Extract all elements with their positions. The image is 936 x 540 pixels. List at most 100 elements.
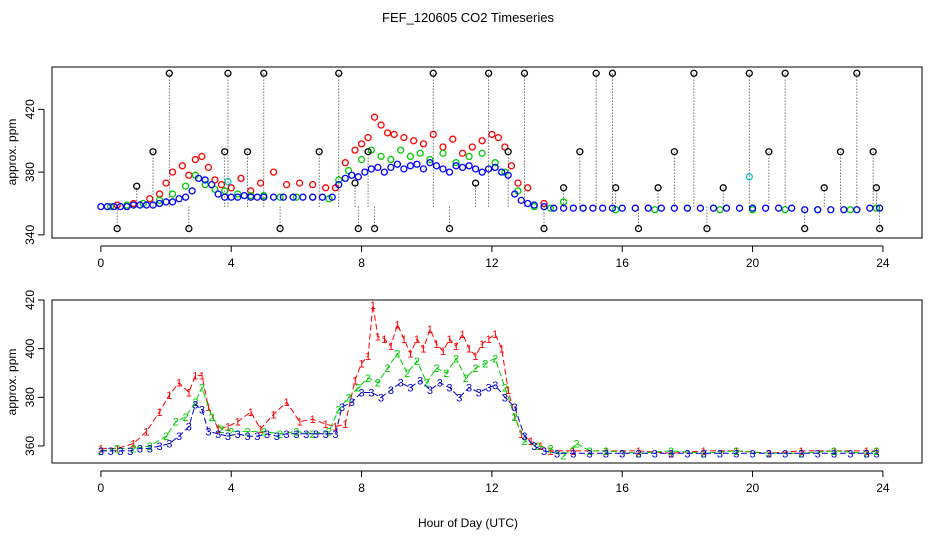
top-plot-frame bbox=[51, 66, 923, 239]
top-y-axis-label: approx. ppm bbox=[5, 119, 19, 186]
data-point bbox=[484, 69, 493, 77]
data-point bbox=[344, 166, 353, 175]
bottom-x-axis-label: Hour of Day (UTC) bbox=[418, 516, 518, 530]
data-point-label: 3 bbox=[225, 431, 231, 443]
data-point-label: 1 bbox=[332, 422, 338, 434]
data-point bbox=[155, 199, 164, 208]
data-point-label: 1 bbox=[394, 319, 400, 331]
data-point bbox=[540, 199, 548, 208]
data-point-label: 2 bbox=[766, 448, 772, 460]
data-point bbox=[618, 204, 626, 212]
data-point-label: 1 bbox=[370, 300, 376, 312]
data-point bbox=[872, 184, 881, 192]
data-point-label: 1 bbox=[733, 446, 739, 458]
data-point-label: 3 bbox=[587, 448, 593, 460]
data-point bbox=[168, 198, 177, 206]
data-point-label: 3 bbox=[388, 385, 394, 397]
data-point bbox=[670, 204, 679, 212]
data-point bbox=[224, 177, 232, 186]
data-point bbox=[788, 204, 796, 212]
data-point bbox=[484, 165, 493, 173]
data-point-label: 3 bbox=[873, 448, 879, 460]
data-point bbox=[364, 148, 372, 156]
data-point-label: 1 bbox=[453, 341, 459, 353]
data-point bbox=[181, 182, 190, 190]
data-point-label: 1 bbox=[505, 385, 511, 397]
data-point bbox=[439, 165, 447, 173]
data-point-label: 1 bbox=[156, 407, 162, 419]
data-point-label: 3 bbox=[466, 383, 472, 395]
data-point-label: 2 bbox=[404, 368, 410, 380]
data-point bbox=[419, 165, 428, 173]
data-point bbox=[761, 204, 770, 212]
data-point-label: 2 bbox=[443, 368, 449, 380]
data-point-label: 2 bbox=[873, 446, 879, 458]
data-point bbox=[504, 171, 512, 179]
data-point bbox=[400, 165, 408, 173]
data-point-label: 1 bbox=[499, 344, 505, 356]
data-point bbox=[559, 184, 568, 192]
data-point bbox=[853, 69, 861, 77]
data-point-label: 1 bbox=[473, 351, 479, 363]
data-point bbox=[155, 196, 164, 204]
data-point bbox=[498, 168, 506, 176]
data-point-label: 3 bbox=[254, 431, 260, 443]
data-point-label: 3 bbox=[554, 448, 560, 460]
series-spikes bbox=[113, 69, 884, 233]
data-point bbox=[781, 69, 789, 77]
data-point bbox=[406, 162, 415, 170]
data-point bbox=[234, 193, 242, 201]
data-point-label: 3 bbox=[339, 402, 345, 414]
data-point bbox=[465, 162, 473, 170]
data-point-label: 3 bbox=[456, 392, 462, 404]
data-point bbox=[227, 193, 235, 201]
data-point-label: 1 bbox=[114, 443, 120, 455]
data-point-label: 2 bbox=[293, 426, 299, 438]
data-point bbox=[364, 133, 372, 142]
data-point bbox=[383, 129, 392, 137]
data-point bbox=[426, 155, 434, 164]
data-point bbox=[690, 69, 698, 77]
data-point bbox=[335, 176, 343, 184]
data-point bbox=[168, 190, 177, 198]
data-point bbox=[211, 185, 219, 194]
data-point bbox=[781, 206, 789, 214]
data-point bbox=[149, 148, 157, 156]
data-point bbox=[866, 204, 874, 212]
x-tick-label: 0 bbox=[98, 256, 105, 270]
data-point bbox=[162, 179, 170, 187]
data-point bbox=[765, 148, 773, 156]
data-point-label: 3 bbox=[847, 448, 853, 460]
x-tick-label: 4 bbox=[228, 481, 235, 495]
data-point bbox=[471, 165, 480, 173]
data-point-label: 2 bbox=[561, 451, 567, 463]
data-point-label: 3 bbox=[137, 443, 143, 455]
data-point-label: 1 bbox=[446, 334, 452, 346]
data-point-label: 2 bbox=[547, 443, 553, 455]
data-point-label: 3 bbox=[831, 448, 837, 460]
data-point bbox=[546, 204, 555, 212]
data-point-label: 2 bbox=[512, 412, 518, 424]
data-point bbox=[735, 204, 744, 212]
data-point-label: 2 bbox=[130, 443, 136, 455]
data-point bbox=[397, 146, 405, 154]
data-point-label: 2 bbox=[209, 412, 215, 424]
data-point-label: 3 bbox=[349, 397, 355, 409]
data-point bbox=[491, 163, 499, 172]
data-point-label: 3 bbox=[701, 448, 707, 460]
data-point-label: 1 bbox=[420, 344, 426, 356]
data-point-label: 1 bbox=[358, 358, 364, 370]
data-point bbox=[289, 193, 297, 201]
data-point-label: 1 bbox=[603, 446, 609, 458]
data-point bbox=[198, 152, 206, 161]
data-point-label: 3 bbox=[313, 429, 319, 441]
x-tick-label: 4 bbox=[228, 256, 235, 270]
data-point-label: 3 bbox=[668, 448, 674, 460]
data-point bbox=[97, 202, 105, 211]
data-point-label: 1 bbox=[401, 334, 407, 346]
data-point-label: 1 bbox=[143, 426, 149, 438]
data-point bbox=[240, 191, 248, 200]
data-point bbox=[703, 224, 711, 233]
data-point-label: 3 bbox=[98, 446, 104, 458]
